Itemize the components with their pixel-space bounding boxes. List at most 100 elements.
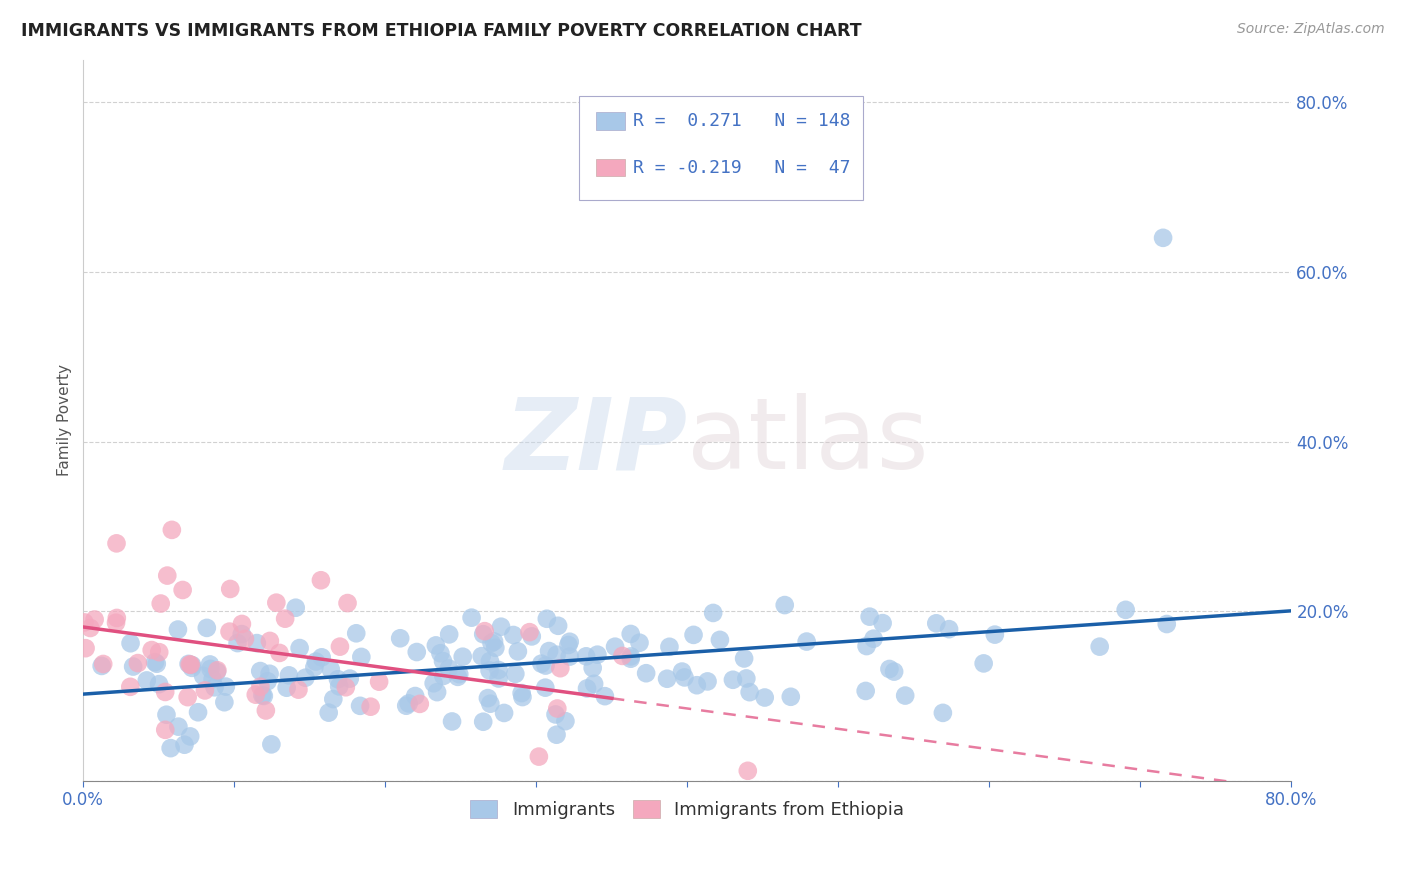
Point	[155, 723, 177, 737]
Point	[233, 632, 256, 646]
Point	[329, 640, 352, 654]
Point	[472, 627, 495, 641]
Point	[156, 568, 179, 582]
Point	[554, 714, 576, 728]
Point	[520, 629, 543, 643]
Point	[231, 627, 253, 641]
Point	[471, 649, 494, 664]
Point	[441, 714, 464, 729]
Point	[318, 706, 340, 720]
Point	[215, 680, 238, 694]
Point	[207, 663, 229, 677]
Point	[481, 636, 503, 650]
Point	[636, 666, 658, 681]
Point	[754, 690, 776, 705]
Point	[405, 645, 427, 659]
Point	[249, 680, 271, 694]
Text: IMMIGRANTS VS IMMIGRANTS FROM ETHIOPIA FAMILY POVERTY CORRELATION CHART: IMMIGRANTS VS IMMIGRANTS FROM ETHIOPIA F…	[21, 22, 862, 40]
Point	[488, 663, 510, 677]
Point	[195, 621, 218, 635]
Point	[655, 672, 678, 686]
FancyBboxPatch shape	[596, 159, 624, 177]
Point	[155, 707, 177, 722]
Point	[429, 646, 451, 660]
Point	[488, 672, 510, 686]
Point	[451, 649, 474, 664]
Point	[855, 684, 877, 698]
Point	[872, 616, 894, 631]
Point	[83, 613, 105, 627]
Text: R =  0.271   N = 148: R = 0.271 N = 148	[633, 112, 851, 130]
Point	[181, 661, 204, 675]
Point	[201, 672, 224, 686]
Point	[339, 672, 361, 686]
Point	[546, 701, 568, 715]
Point	[288, 641, 311, 656]
Point	[474, 624, 496, 639]
Point	[245, 688, 267, 702]
Point	[489, 620, 512, 634]
Point	[576, 681, 599, 696]
Point	[547, 619, 569, 633]
Point	[179, 730, 201, 744]
Point	[447, 670, 470, 684]
Point	[105, 611, 128, 625]
Point	[105, 536, 128, 550]
Point	[530, 657, 553, 671]
Point	[266, 596, 288, 610]
Point	[205, 665, 228, 679]
Point	[534, 658, 557, 673]
Point	[181, 658, 204, 673]
Point	[167, 720, 190, 734]
Point	[160, 523, 183, 537]
Point	[494, 706, 516, 720]
Point	[546, 728, 568, 742]
Point	[179, 657, 201, 672]
Point	[673, 670, 696, 684]
Point	[984, 627, 1007, 641]
Point	[304, 660, 326, 674]
Point	[395, 698, 418, 713]
Point	[1156, 617, 1178, 632]
Point	[855, 639, 877, 653]
Point	[177, 657, 200, 671]
Point	[696, 674, 718, 689]
Point	[512, 690, 534, 704]
Point	[344, 626, 367, 640]
Point	[259, 634, 281, 648]
Point	[779, 690, 801, 704]
Point	[536, 612, 558, 626]
Point	[269, 646, 291, 660]
Point	[75, 641, 97, 656]
Point	[120, 636, 142, 650]
Point	[404, 689, 426, 703]
Point	[127, 656, 149, 670]
Point	[612, 648, 634, 663]
Point	[260, 737, 283, 751]
Point	[938, 622, 960, 636]
Point	[218, 624, 240, 639]
Point	[146, 657, 169, 671]
Point	[506, 644, 529, 658]
Point	[143, 655, 166, 669]
Point	[593, 689, 616, 703]
Point	[426, 685, 449, 699]
Point	[583, 677, 606, 691]
Point	[502, 628, 524, 642]
Point	[73, 615, 96, 630]
Point	[326, 672, 349, 686]
Point	[484, 640, 506, 655]
Point	[558, 634, 581, 648]
Y-axis label: Family Poverty: Family Poverty	[58, 364, 72, 476]
Point	[620, 651, 643, 665]
Point	[527, 749, 550, 764]
Point	[558, 649, 581, 664]
Point	[122, 659, 145, 673]
Point	[90, 659, 112, 673]
Point	[200, 662, 222, 676]
Point	[534, 681, 557, 695]
Point	[389, 632, 412, 646]
Point	[575, 649, 598, 664]
Point	[155, 685, 177, 699]
Point	[883, 665, 905, 679]
